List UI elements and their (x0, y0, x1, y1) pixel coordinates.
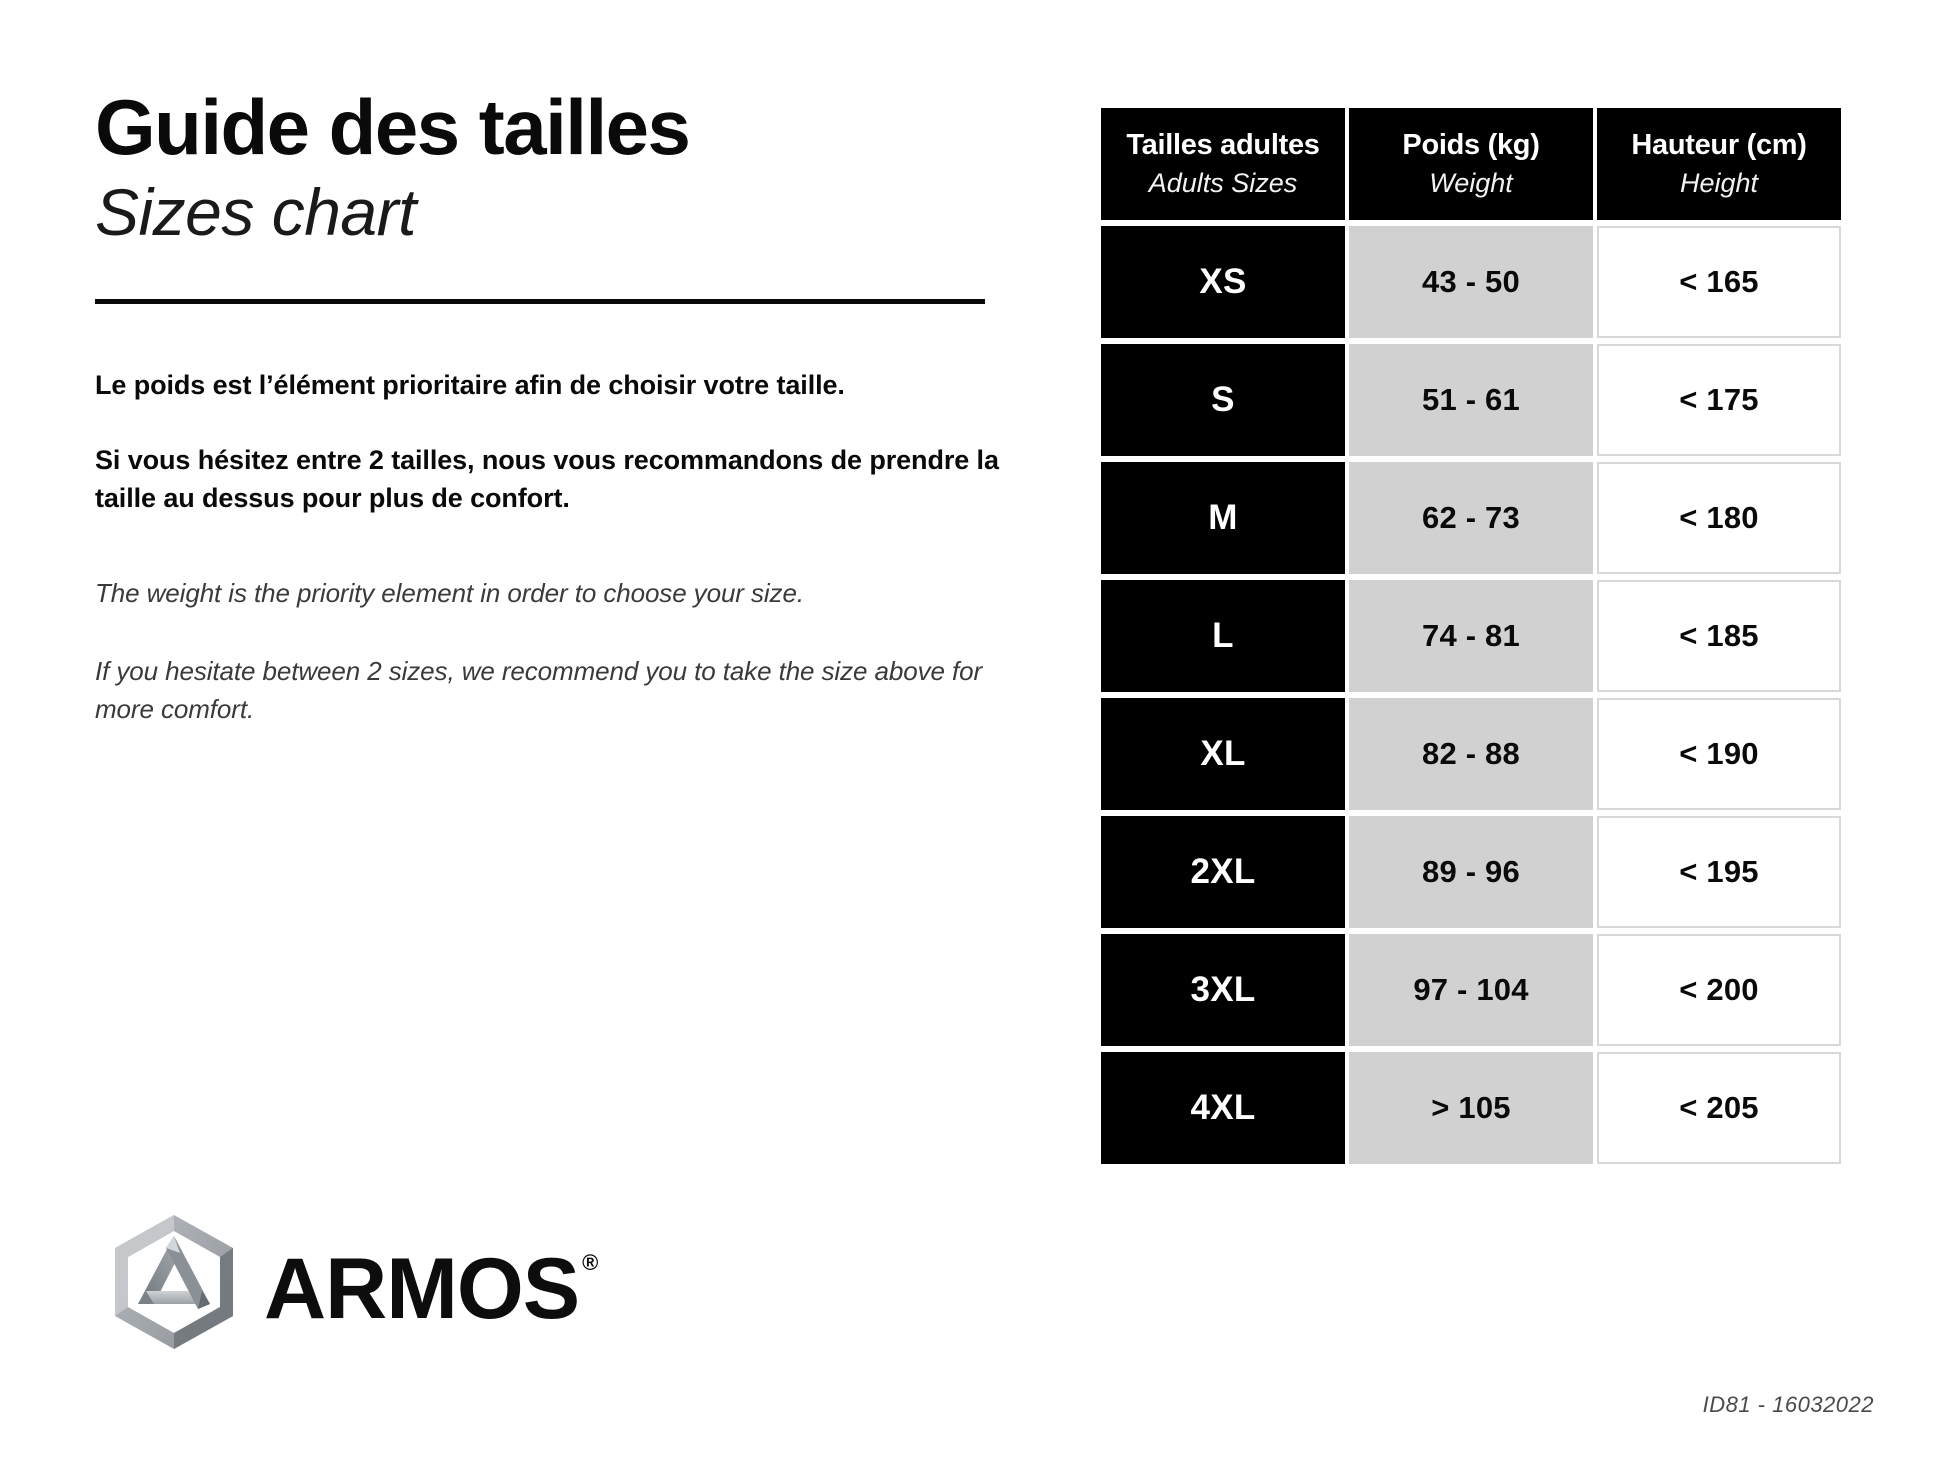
table-cell-height: < 165 (1597, 226, 1841, 338)
header-label-en: Weight (1429, 167, 1513, 198)
title-divider (95, 299, 985, 305)
table-cell-weight: 97 - 104 (1349, 934, 1593, 1046)
english-text-block: The weight is the priority element in or… (95, 575, 1025, 728)
table-cell-size: 2XL (1101, 816, 1345, 928)
header-label-fr: Hauteur (cm) (1631, 129, 1807, 162)
table-cell-height: < 185 (1597, 580, 1841, 692)
table-cell-height: < 200 (1597, 934, 1841, 1046)
table-cell-weight: 82 - 88 (1349, 698, 1593, 810)
table-header-height: Hauteur (cm) Height (1597, 108, 1841, 220)
table-cell-size: 4XL (1101, 1052, 1345, 1164)
table-cell-size: S (1101, 344, 1345, 456)
table-cell-weight: 62 - 73 (1349, 462, 1593, 574)
english-paragraph-1: The weight is the priority element in or… (95, 578, 804, 609)
brand-name: ARMOS (264, 1241, 580, 1337)
registered-trademark-icon: ® (582, 1250, 599, 1275)
header-label-fr: Tailles adultes (1126, 129, 1320, 162)
french-paragraph-1: Le poids est l’élément prioritaire afin … (95, 370, 845, 401)
table-cell-height: < 180 (1597, 462, 1841, 574)
table-cell-weight: 51 - 61 (1349, 344, 1593, 456)
header-label-fr: Poids (kg) (1402, 129, 1540, 162)
table-cell-weight: > 105 (1349, 1052, 1593, 1164)
french-text-block: Le poids est l’élément prioritaire afin … (95, 366, 1025, 517)
table-cell-weight: 74 - 81 (1349, 580, 1593, 692)
hexagon-impossible-triangle-icon (115, 1215, 233, 1349)
table-cell-height: < 175 (1597, 344, 1841, 456)
table-cell-height: < 195 (1597, 816, 1841, 928)
table-cell-size: XS (1101, 226, 1345, 338)
table-cell-size: XL (1101, 698, 1345, 810)
table-cell-weight: 89 - 96 (1349, 816, 1593, 928)
document-id: ID81 - 16032022 (1702, 1392, 1874, 1417)
intro-panel: Guide des tailles Sizes chart Le poids e… (95, 88, 1025, 728)
page-title-french: Guide des tailles (95, 83, 691, 171)
french-paragraph-2: Si vous hésitez entre 2 tailles, nous vo… (95, 444, 999, 513)
brand-wordmark: ARMOS ® (264, 1212, 598, 1352)
table-cell-size: M (1101, 462, 1345, 574)
sizes-table: Tailles adultes Adults Sizes Poids (kg) … (1101, 108, 1841, 1164)
table-cell-size: 3XL (1101, 934, 1345, 1046)
header-label-en: Adults Sizes (1148, 167, 1298, 198)
table-cell-size: L (1101, 580, 1345, 692)
english-paragraph-2: If you hesitate between 2 sizes, we reco… (95, 655, 983, 724)
page-title-english: Sizes chart (95, 175, 416, 249)
header-label-en: Height (1679, 167, 1759, 198)
table-cell-height: < 205 (1597, 1052, 1841, 1164)
table-cell-height: < 190 (1597, 698, 1841, 810)
brand-logo: ARMOS ® (110, 1212, 598, 1352)
table-header-weight: Poids (kg) Weight (1349, 108, 1593, 220)
table-header-sizes: Tailles adultes Adults Sizes (1101, 108, 1345, 220)
table-cell-weight: 43 - 50 (1349, 226, 1593, 338)
